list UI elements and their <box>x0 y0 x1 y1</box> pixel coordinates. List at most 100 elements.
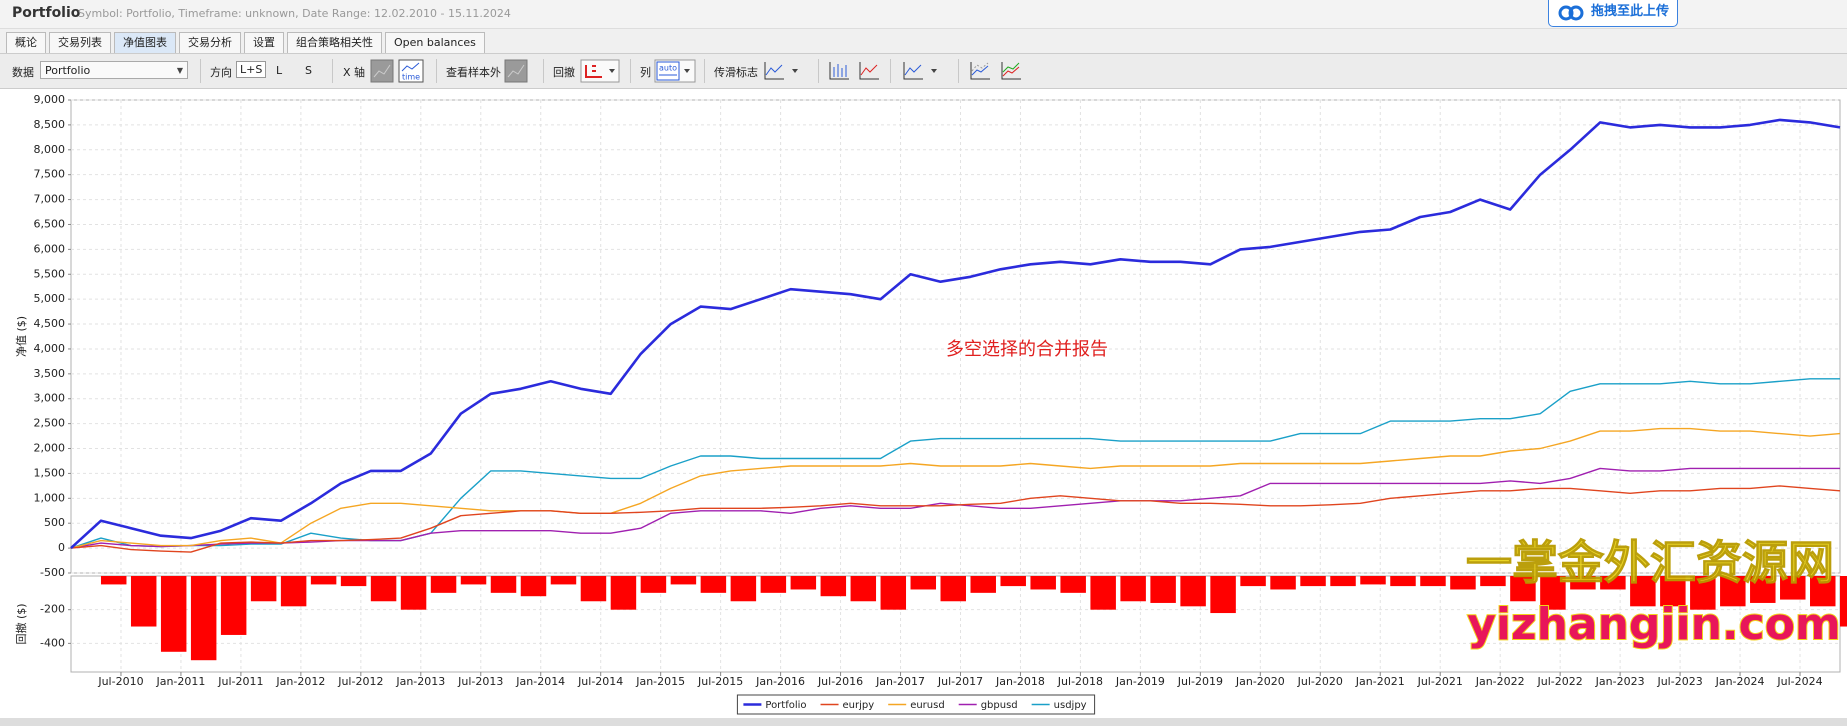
y-tick-label: 7,500 <box>34 168 66 181</box>
x-axis-label: X 轴 <box>343 66 366 79</box>
y-tick-label: 5,000 <box>34 292 66 305</box>
drawdown-bar <box>370 576 397 602</box>
chart-panel: -500 0 500 1,000 1,500 2,000 2,500 3,000 3,500 4,… <box>0 88 1847 719</box>
upload-icon <box>1558 5 1584 21</box>
series-line <box>70 427 1841 549</box>
separator <box>543 59 544 83</box>
x-tick-label: Jan-2012 <box>275 675 325 688</box>
legend-label: eurjpy <box>843 700 875 711</box>
title-bar: Portfolio Symbol: Portfolio, Timeframe: … <box>0 0 1847 29</box>
x-tick-label: Jan-2022 <box>1475 675 1525 688</box>
tab[interactable]: 设置 <box>244 32 284 53</box>
y-tick-label: 0 <box>58 541 65 554</box>
y-tick-label: 1,000 <box>34 491 66 504</box>
watermark-cn: 一掌金外汇资源网 <box>1466 536 1834 590</box>
data-select[interactable]: Portfolio <box>40 61 188 80</box>
x-time-icon[interactable]: time <box>398 59 424 83</box>
drawdown-bar <box>820 576 847 597</box>
y-axis-label: 回撤 ($) <box>14 603 28 644</box>
drawdown-bar <box>490 576 517 593</box>
x-tick-label: Jul-2017 <box>937 675 983 688</box>
markers-label: 传滑标志 <box>714 66 758 79</box>
drawdown-bar <box>790 576 817 590</box>
y-tick-label: 6,000 <box>34 242 66 255</box>
legend-label: gbpusd <box>981 700 1018 711</box>
chart-icon[interactable] <box>827 59 851 83</box>
tab[interactable]: Open balances <box>385 32 485 53</box>
drawdown-label: 回撤 <box>553 66 575 79</box>
drawdown-bar <box>760 576 787 593</box>
drawdown-bar <box>1180 576 1206 607</box>
chart-icon[interactable] <box>968 59 992 83</box>
out-of-sample-icon[interactable] <box>504 59 528 83</box>
drawdown-bar <box>700 576 727 593</box>
time-icon-text: time <box>402 73 420 82</box>
columns-dropdown[interactable]: auto <box>654 59 696 83</box>
drawdown-bar <box>1030 576 1056 590</box>
toolbar: 数据 Portfolio 方向 L+S L S X 轴 time 查看样本外 回… <box>0 53 1847 89</box>
x-tick-label: Jul-2011 <box>217 675 263 688</box>
x-tick-label: Jul-2014 <box>577 675 623 688</box>
x-tick-label: Jul-2010 <box>97 675 143 688</box>
direction-option[interactable]: S <box>305 64 312 77</box>
separator <box>332 59 333 83</box>
tab[interactable]: 交易列表 <box>49 32 111 53</box>
separator <box>630 59 631 83</box>
auto-icon-text: auto <box>659 64 677 73</box>
drawdown-bar <box>1600 576 1626 590</box>
tab[interactable]: 概论 <box>6 32 46 53</box>
drawdown-bar <box>1480 576 1506 587</box>
x-tick-label: Jul-2013 <box>457 675 503 688</box>
separator <box>704 59 705 83</box>
legend-label: Portfolio <box>765 700 806 711</box>
series-line <box>70 485 1841 553</box>
drawdown-bar <box>250 576 277 602</box>
direction-option[interactable]: L <box>276 64 283 77</box>
x-index-icon[interactable] <box>370 59 394 83</box>
direction-label: 方向 <box>210 66 232 79</box>
tab[interactable]: 净值图表 <box>114 32 176 53</box>
drawdown-bar <box>550 576 577 585</box>
legend-box <box>736 694 1096 715</box>
upload-button[interactable]: 拖拽至此上传 <box>1548 0 1678 27</box>
tab[interactable]: 组合策略相关性 <box>287 32 382 53</box>
drawdown-bar <box>1810 576 1836 607</box>
drawdown-bar <box>280 576 307 607</box>
drawdown-bar <box>910 576 937 590</box>
markers-dropdown[interactable] <box>762 59 806 83</box>
separator <box>818 59 819 83</box>
drawdown-dropdown[interactable] <box>580 59 620 83</box>
drawdown-bar <box>1270 576 1296 590</box>
y-tick-label: 2,000 <box>34 442 66 455</box>
drawdown-bar <box>970 576 996 593</box>
y-tick-label: 3,500 <box>34 367 66 380</box>
watermark-url: yizhangjin.com <box>1467 599 1841 650</box>
direction-option[interactable]: L+S <box>236 61 267 78</box>
separator <box>890 59 891 83</box>
upload-label: 拖拽至此上传 <box>1591 4 1670 19</box>
drawdown-bar <box>520 576 547 597</box>
legend-label: eurusd <box>910 700 945 711</box>
tab[interactable]: 交易分析 <box>179 32 241 53</box>
drawdown-bar <box>1420 576 1446 587</box>
y-tick-label: 7,000 <box>34 193 66 206</box>
legend: Portfolio eurjpy eurusd gbpusd usdjpy <box>736 694 1096 715</box>
x-tick-label: Jan-2016 <box>755 675 805 688</box>
x-tick-label: Jan-2015 <box>635 675 685 688</box>
drawdown-bar <box>940 576 966 602</box>
chart-icon[interactable] <box>857 59 881 83</box>
annotation: 多空选择的合并报告 <box>946 339 1108 360</box>
x-tick-label: Jan-2017 <box>875 675 925 688</box>
chart-dropdown[interactable] <box>901 59 945 83</box>
chart-icon[interactable] <box>999 59 1023 83</box>
y-tick-label: 6,500 <box>34 217 66 230</box>
y-tick-label: 4,000 <box>34 342 66 355</box>
drawdown-bar <box>430 576 457 593</box>
drawdown-bar <box>220 576 247 635</box>
y-axis-label: 净值 ($) <box>14 316 28 357</box>
drawdown-bar <box>100 576 127 585</box>
x-tick-label: Jan-2019 <box>1115 675 1165 688</box>
drawdown-bar <box>670 576 697 585</box>
separator <box>200 59 201 83</box>
y-tick-label: 500 <box>44 516 65 529</box>
